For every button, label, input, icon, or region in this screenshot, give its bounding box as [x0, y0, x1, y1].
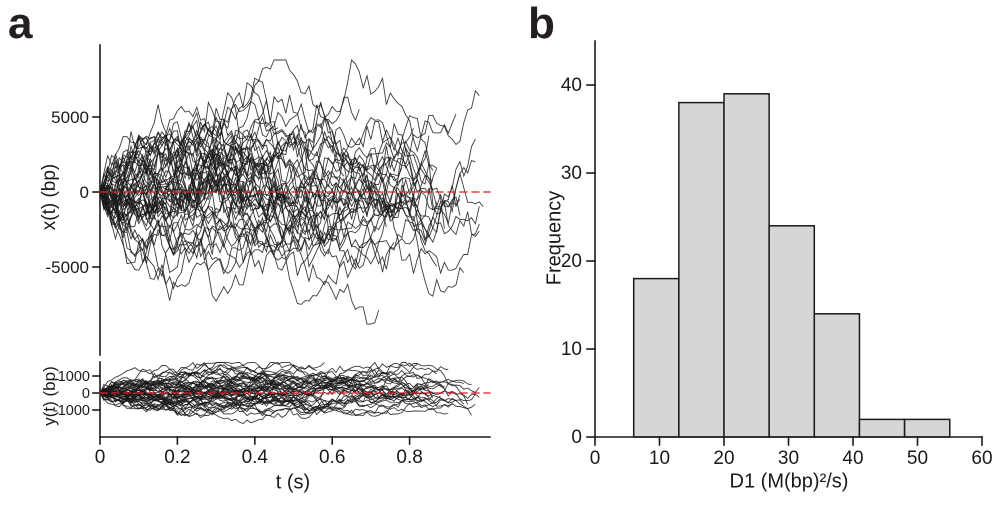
- svg-text:40: 40: [561, 75, 582, 96]
- svg-text:30: 30: [778, 448, 799, 469]
- svg-text:0.8: 0.8: [396, 447, 422, 468]
- x-trace-y-axis-label: x(t) (bp): [39, 163, 60, 231]
- svg-text:0.4: 0.4: [242, 447, 269, 468]
- panel-a-label: a: [8, 0, 33, 48]
- svg-text:50: 50: [907, 448, 928, 469]
- diffusion-axis-label: D1 (M(bp)²/s): [729, 470, 849, 493]
- svg-text:0: 0: [571, 427, 582, 448]
- svg-text:0.6: 0.6: [319, 447, 345, 468]
- svg-text:30: 30: [561, 163, 582, 184]
- panel-b-label: b: [528, 0, 555, 48]
- svg-text:20: 20: [713, 448, 734, 469]
- svg-text:-5000: -5000: [46, 258, 89, 277]
- svg-text:60: 60: [971, 448, 992, 469]
- svg-text:40: 40: [842, 448, 863, 469]
- svg-text:0: 0: [82, 386, 90, 402]
- svg-text:20: 20: [561, 251, 582, 272]
- svg-text:-1000: -1000: [53, 403, 90, 419]
- svg-text:5000: 5000: [51, 108, 89, 127]
- y-trace-y-axis-label: y(t) (bp): [40, 366, 59, 426]
- frequency-axis-label: Frequency: [543, 190, 566, 286]
- svg-text:10: 10: [649, 448, 670, 469]
- svg-text:1000: 1000: [58, 369, 90, 385]
- svg-text:0: 0: [590, 448, 601, 469]
- svg-text:0.2: 0.2: [164, 447, 190, 468]
- time-axis-label: t (s): [275, 471, 311, 494]
- svg-text:0: 0: [95, 447, 106, 468]
- svg-text:10: 10: [561, 339, 582, 360]
- svg-text:0: 0: [80, 183, 89, 202]
